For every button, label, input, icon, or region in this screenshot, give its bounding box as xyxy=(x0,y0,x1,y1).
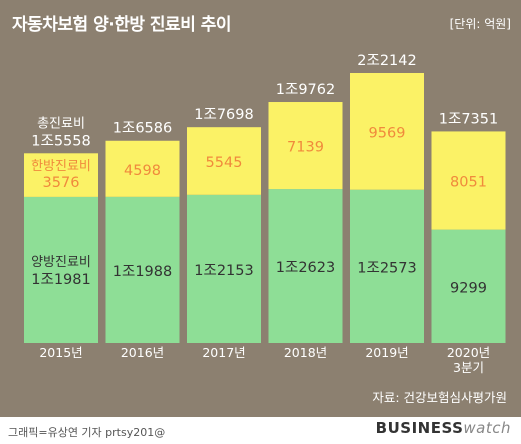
bar-western xyxy=(350,189,424,343)
category-tick-label: 2015년 xyxy=(39,345,82,360)
legend-korean-label: 한방진료비 xyxy=(31,159,91,174)
chart-title: 자동차보험 양·한방 진료비 추이 xyxy=(12,15,232,35)
korean-value-label: 7139 xyxy=(287,140,324,156)
total-value-label: 1조7698 xyxy=(194,107,253,123)
total-value-label: 2조2142 xyxy=(357,53,416,69)
western-value-label: 1조2573 xyxy=(357,260,416,276)
korean-value-label: 3576 xyxy=(43,175,80,191)
total-value-label: 1조5558 xyxy=(31,133,90,149)
bar-western xyxy=(105,196,180,343)
bar-korean xyxy=(350,73,424,190)
western-value-label: 1조2623 xyxy=(276,260,335,276)
bar-western xyxy=(24,196,98,343)
footer-bar xyxy=(0,417,521,444)
western-value-label: 1조2153 xyxy=(194,263,253,279)
graphic-credit: 그래픽=유상연 기자 prtsy201@ xyxy=(8,426,166,439)
western-value-label: 9299 xyxy=(450,280,487,296)
korean-value-label: 9569 xyxy=(369,125,406,141)
bar-korean xyxy=(105,140,180,197)
bar-western xyxy=(187,194,261,343)
category-tick-label: 2016년 xyxy=(121,345,164,360)
source-note: 자료: 건강보험심사평가원 xyxy=(372,390,507,405)
bar-korean xyxy=(431,131,506,230)
bar-korean xyxy=(24,153,98,197)
bar-western xyxy=(431,229,506,343)
bar-korean xyxy=(268,102,343,190)
category-tick-label: 2020년 xyxy=(447,345,490,360)
korean-value-label: 5545 xyxy=(206,155,243,171)
western-value-label: 1조1981 xyxy=(31,272,90,288)
western-value-label: 1조1988 xyxy=(113,264,172,280)
bar-western xyxy=(268,189,343,343)
category-tick-label: 3분기 xyxy=(453,360,484,375)
total-value-label: 1조6586 xyxy=(113,121,172,137)
category-tick-label: 2017년 xyxy=(202,345,245,360)
unit-label: [단위: 억원] xyxy=(449,17,511,31)
korean-value-label: 4598 xyxy=(124,163,161,179)
legend-total-label: 총진료비 xyxy=(37,116,85,131)
korean-value-label: 8051 xyxy=(450,175,487,191)
total-value-label: 1조9762 xyxy=(276,82,335,98)
total-value-label: 1조7351 xyxy=(439,111,498,127)
legend-western-label: 양방진료비 xyxy=(31,255,91,270)
bar-korean xyxy=(187,127,261,195)
category-tick-label: 2019년 xyxy=(365,345,408,360)
brand-logo: BUSINESSwatch xyxy=(375,419,511,437)
category-tick-label: 2018년 xyxy=(284,345,327,360)
